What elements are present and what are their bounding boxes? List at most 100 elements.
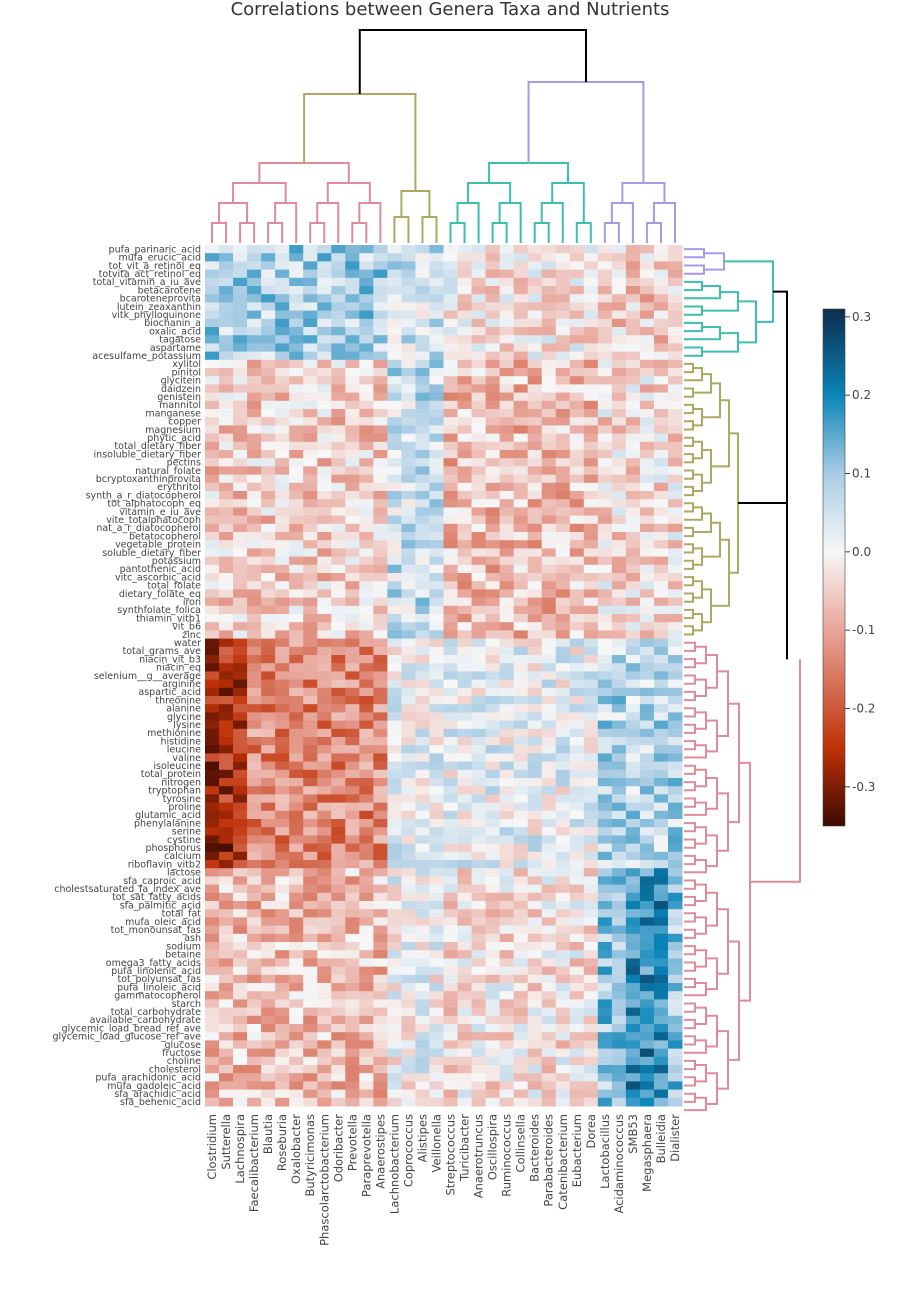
heatmap-cell[interactable] [233,327,248,336]
heatmap-cell[interactable] [219,548,234,558]
heatmap-cell[interactable] [485,983,501,992]
heatmap-cell[interactable] [513,696,529,705]
heatmap-cell[interactable] [331,1056,346,1066]
heatmap-cell[interactable] [513,310,529,320]
heatmap-cell[interactable] [485,646,501,656]
heatmap-cell[interactable] [527,851,543,861]
heatmap-cell[interactable] [233,1089,248,1099]
heatmap-cell[interactable] [275,622,290,631]
heatmap-cell[interactable] [205,1040,220,1050]
heatmap-cell[interactable] [611,310,627,320]
heatmap-cell[interactable] [597,884,613,894]
heatmap-cell[interactable] [541,245,557,254]
heatmap-cell[interactable] [569,261,585,271]
heatmap-cell[interactable] [359,884,374,894]
heatmap-cell[interactable] [597,991,613,1000]
heatmap-cell[interactable] [583,556,599,566]
heatmap-cell[interactable] [625,876,641,886]
heatmap-cell[interactable] [401,532,416,541]
heatmap-cell[interactable] [583,1015,599,1025]
heatmap-cell[interactable] [541,728,557,738]
heatmap-cell[interactable] [625,564,641,574]
heatmap-cell[interactable] [555,810,571,820]
heatmap-cell[interactable] [485,458,501,467]
heatmap-cell[interactable] [611,327,627,336]
heatmap-cell[interactable] [429,1097,444,1107]
heatmap-cell[interactable] [345,983,360,992]
heatmap-cell[interactable] [443,720,459,730]
heatmap-cell[interactable] [359,474,374,484]
heatmap-cell[interactable] [653,466,669,476]
heatmap-cell[interactable] [219,343,234,353]
heatmap-cell[interactable] [555,917,571,927]
heatmap-cell[interactable] [513,441,529,451]
heatmap-cell[interactable] [541,253,557,262]
heatmap-cell[interactable] [555,679,571,689]
heatmap-cell[interactable] [611,351,627,361]
heatmap-cell[interactable] [345,425,360,435]
heatmap-cell[interactable] [471,909,487,918]
heatmap-cell[interactable] [611,737,627,746]
heatmap-cell[interactable] [415,277,430,287]
heatmap-cell[interactable] [429,704,444,713]
heatmap-cell[interactable] [317,515,332,525]
heatmap-cell[interactable] [205,425,220,435]
heatmap-cell[interactable] [373,491,388,500]
heatmap-cell[interactable] [373,400,388,410]
heatmap-cell[interactable] [331,1024,346,1033]
heatmap-cell[interactable] [471,974,487,984]
heatmap-cell[interactable] [205,638,220,648]
heatmap-cell[interactable] [331,933,346,943]
heatmap-cell[interactable] [373,573,388,582]
heatmap-cell[interactable] [415,712,430,722]
heatmap-cell[interactable] [485,1097,501,1107]
heatmap-cell[interactable] [485,327,501,336]
heatmap-cell[interactable] [569,884,585,894]
heatmap-cell[interactable] [387,950,402,959]
heatmap-cell[interactable] [625,614,641,623]
heatmap-cell[interactable] [317,778,332,787]
heatmap-cell[interactable] [233,942,248,951]
heatmap-cell[interactable] [611,696,627,705]
heatmap-cell[interactable] [527,769,543,779]
heatmap-cell[interactable] [583,540,599,549]
heatmap-cell[interactable] [471,294,487,303]
heatmap-cell[interactable] [639,753,655,763]
heatmap-cell[interactable] [289,679,304,689]
heatmap-cell[interactable] [345,999,360,1009]
heatmap-cell[interactable] [359,400,374,410]
heatmap-cell[interactable] [205,1089,220,1099]
heatmap-cell[interactable] [331,409,346,418]
heatmap-cell[interactable] [429,564,444,574]
heatmap-cell[interactable] [527,1040,543,1050]
heatmap-cell[interactable] [625,466,641,476]
heatmap-cell[interactable] [653,802,669,812]
heatmap-cell[interactable] [429,409,444,418]
heatmap-cell[interactable] [359,548,374,558]
heatmap-cell[interactable] [611,425,627,435]
heatmap-cell[interactable] [527,433,543,443]
heatmap-cell[interactable] [625,696,641,705]
heatmap-cell[interactable] [359,1007,374,1017]
heatmap-cell[interactable] [289,499,304,508]
heatmap-cell[interactable] [667,974,683,984]
heatmap-cell[interactable] [555,548,571,558]
heatmap-cell[interactable] [205,433,220,443]
heatmap-cell[interactable] [429,1089,444,1099]
heatmap-cell[interactable] [485,778,501,787]
heatmap-cell[interactable] [317,450,332,459]
heatmap-cell[interactable] [289,950,304,959]
heatmap-cell[interactable] [261,450,276,459]
heatmap-cell[interactable] [317,253,332,262]
heatmap-cell[interactable] [247,605,262,615]
heatmap-cell[interactable] [359,597,374,607]
heatmap-cell[interactable] [415,622,430,631]
heatmap-cell[interactable] [219,769,234,779]
heatmap-cell[interactable] [597,753,613,763]
heatmap-cell[interactable] [569,392,585,402]
heatmap-cell[interactable] [387,523,402,533]
heatmap-cell[interactable] [653,868,669,877]
heatmap-cell[interactable] [219,868,234,877]
heatmap-cell[interactable] [597,737,613,746]
heatmap-cell[interactable] [275,909,290,918]
